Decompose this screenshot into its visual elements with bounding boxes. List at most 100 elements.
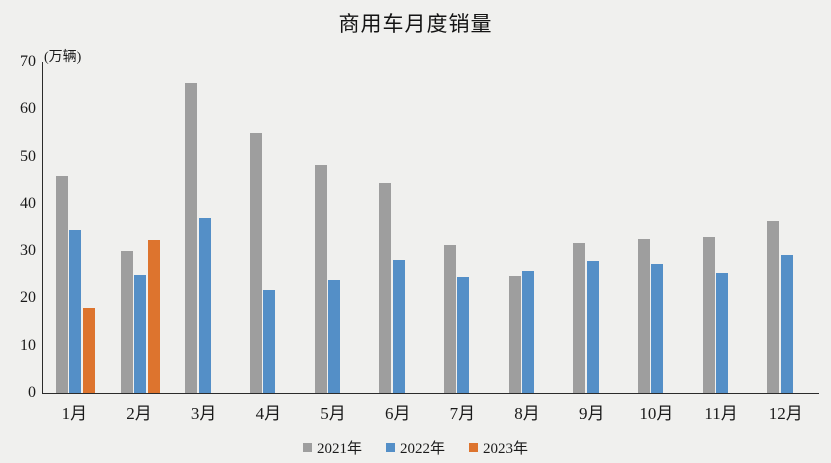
- y-tick-label: 0: [28, 384, 36, 401]
- x-tick-label-8月: 8月: [514, 404, 540, 423]
- bar-slot: [249, 62, 263, 393]
- x-tick-label-3月: 3月: [190, 404, 217, 423]
- y-tick-label: 30: [20, 242, 36, 260]
- bar-slot: [521, 62, 535, 393]
- bar-slot: [729, 62, 743, 393]
- bar-slot: [198, 62, 212, 393]
- y-axis-tick-labels: 0 10 20 30 40 50 60 70: [0, 0, 36, 463]
- x-axis-tick-labels: 1月 2月 3月 4月 5月 6月 7月 8月 9月 10月 11月 12月: [42, 399, 818, 424]
- bar-slot: [586, 62, 600, 393]
- bar-group-6月: [366, 62, 431, 393]
- legend-swatch-2022: [385, 443, 395, 452]
- x-tick-label-2月: 2月: [126, 404, 152, 423]
- bar-group-4月: [237, 62, 302, 393]
- bar-2023年-1月: [82, 307, 95, 393]
- bar-2021年-8月: [508, 275, 521, 393]
- bar-slot: [715, 62, 729, 393]
- x-tick-label-5月: 5月: [320, 404, 346, 423]
- bar-slot: [664, 62, 678, 393]
- bar-slot: [133, 62, 147, 393]
- bar-slot: [508, 62, 522, 393]
- bar-2022年-1月: [69, 229, 82, 393]
- bar-group-2月: [108, 62, 173, 393]
- x-tick-label-7月: 7月: [449, 404, 476, 423]
- bar-slot: [392, 62, 406, 393]
- bar-2022年-3月: [198, 218, 211, 393]
- bar-2021年-7月: [443, 245, 456, 393]
- x-tick-label-12月: 12月: [768, 404, 803, 423]
- bar-slot: [443, 62, 457, 393]
- bar-slot: [535, 62, 549, 393]
- bar-slot: [120, 62, 134, 393]
- bar-2022年-2月: [134, 274, 146, 393]
- legend-swatch-2023: [469, 443, 478, 452]
- x-tick-label-6月: 6月: [384, 404, 411, 423]
- y-tick-label: 70: [20, 53, 36, 70]
- bar-2022年-12月: [780, 254, 793, 393]
- y-tick-label: 40: [20, 194, 36, 212]
- bar-2023年-2月: [147, 240, 160, 393]
- bar-slot: [341, 62, 355, 393]
- bar-group-9月: [560, 62, 625, 393]
- y-tick-label: 10: [20, 336, 36, 354]
- bar-2021年-9月: [573, 243, 586, 393]
- bar-2021年-1月: [55, 175, 68, 393]
- bar-slot: [637, 62, 651, 393]
- x-tick-label-1月: 1月: [61, 404, 88, 423]
- bar-2021年-11月: [702, 236, 715, 393]
- bar-slot: [780, 62, 794, 393]
- bar-slot: [82, 62, 96, 393]
- bar-slot: [55, 62, 69, 393]
- bar-group-11月: [690, 62, 755, 393]
- bar-slot: [470, 62, 484, 393]
- bar-slot: [276, 62, 290, 393]
- bar-group-3月: [172, 62, 237, 393]
- bar-2022年-7月: [457, 277, 470, 393]
- bar-2022年-9月: [586, 261, 599, 393]
- legend-item-2022: 2022年: [385, 437, 445, 458]
- bar-2021年-12月: [767, 220, 780, 393]
- legend-swatch-2021: [302, 443, 312, 452]
- bar-slot: [793, 62, 807, 393]
- bar-slot: [599, 62, 613, 393]
- bar-slot: [766, 62, 780, 393]
- bar-slot: [69, 62, 83, 393]
- bar-2022年-8月: [522, 271, 535, 393]
- legend-label-2023: 2023年: [483, 441, 529, 457]
- chart-title: 商用车月度销量: [338, 12, 493, 36]
- x-tick-label-9月: 9月: [578, 404, 605, 423]
- bar-slot: [572, 62, 586, 393]
- plot-area: [42, 62, 819, 394]
- y-axis-unit-label: (万辆): [44, 50, 82, 65]
- legend-item-2021: 2021年: [302, 437, 362, 458]
- bar-slot: [184, 62, 198, 393]
- y-tick-label: 20: [20, 289, 36, 307]
- bar-group-12月: [754, 62, 819, 393]
- legend-item-2023: 2023年: [469, 437, 528, 458]
- bar-2021年-6月: [379, 182, 392, 393]
- legend-label-2022: 2022年: [399, 441, 445, 457]
- bar-slot: [147, 62, 161, 393]
- legend-label-2021: 2021年: [316, 441, 362, 457]
- bar-slot: [702, 62, 716, 393]
- bar-2022年-10月: [651, 263, 664, 393]
- bar-group-1月: [43, 62, 108, 393]
- x-tick-label-11月: 11月: [704, 404, 738, 423]
- bar-2021年-5月: [314, 165, 327, 393]
- bar-slot: [211, 62, 225, 393]
- bar-slot: [378, 62, 392, 393]
- bar-slot: [314, 62, 328, 393]
- bar-slot: [457, 62, 471, 393]
- bar-slot: [651, 62, 665, 393]
- bar-group-10月: [625, 62, 690, 393]
- y-tick-label: 60: [20, 100, 36, 118]
- bar-group-8月: [496, 62, 561, 393]
- bar-2022年-11月: [716, 272, 729, 393]
- bar-2021年-2月: [120, 251, 133, 393]
- bar-2022年-4月: [263, 290, 276, 393]
- bar-2022年-6月: [392, 259, 405, 393]
- bar-2021年-10月: [637, 239, 650, 393]
- y-tick-label: 50: [20, 147, 36, 165]
- bar-slot: [263, 62, 277, 393]
